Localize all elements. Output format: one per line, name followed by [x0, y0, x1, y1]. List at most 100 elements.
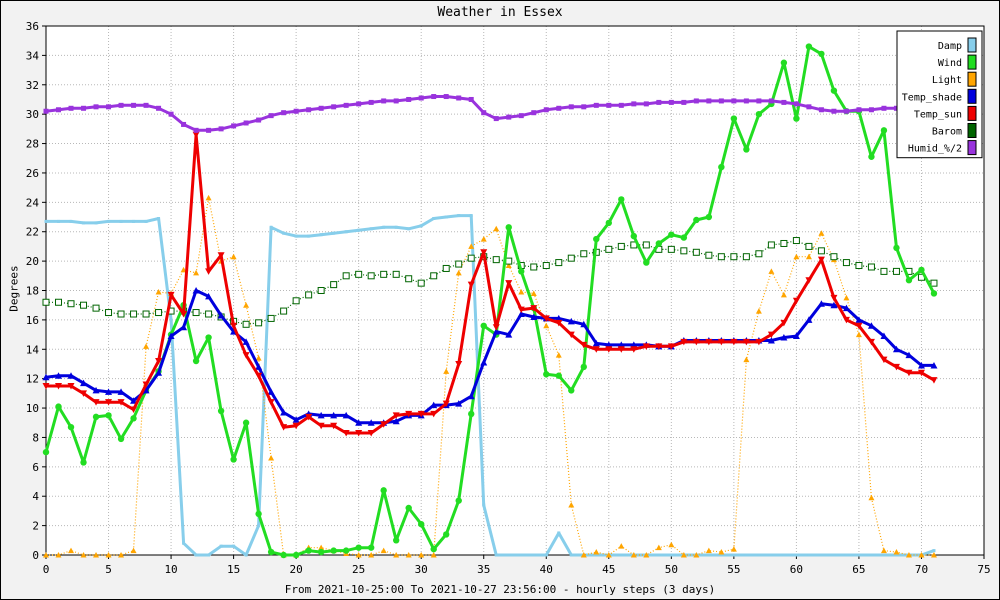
data-point	[480, 236, 487, 242]
data-point	[355, 430, 363, 437]
data-point	[455, 360, 463, 368]
data-point	[755, 338, 763, 346]
data-point	[656, 99, 662, 105]
data-point	[532, 553, 536, 557]
data-point	[105, 412, 112, 419]
data-point	[718, 163, 725, 171]
data-point	[105, 309, 113, 317]
data-point	[355, 552, 362, 558]
data-point	[593, 549, 600, 555]
x-tick-label: 70	[915, 563, 928, 576]
data-point	[668, 99, 674, 105]
data-point	[581, 104, 587, 110]
data-point	[518, 113, 524, 119]
data-point	[355, 419, 363, 426]
data-point	[392, 417, 400, 425]
data-point	[430, 272, 438, 280]
data-point	[630, 341, 638, 348]
data-point	[55, 552, 62, 558]
data-point	[792, 332, 800, 340]
data-point	[755, 250, 763, 258]
data-point	[755, 308, 762, 314]
data-point	[318, 105, 324, 111]
data-point	[68, 105, 74, 111]
data-point	[482, 503, 486, 507]
data-point	[42, 298, 50, 306]
data-point	[105, 388, 113, 395]
data-point	[55, 403, 62, 410]
data-point	[805, 316, 813, 323]
data-point	[442, 264, 450, 272]
data-point	[893, 105, 899, 111]
data-point	[857, 553, 861, 557]
data-point	[367, 272, 375, 280]
data-point	[43, 552, 49, 558]
y-tick-label: 26	[26, 167, 39, 180]
data-point	[732, 553, 736, 557]
data-point	[730, 546, 737, 552]
series-line	[46, 133, 935, 435]
legend-swatch	[967, 54, 977, 70]
data-point	[643, 259, 650, 266]
data-point	[755, 110, 763, 118]
data-point	[730, 338, 738, 346]
data-point	[494, 553, 498, 557]
legend-swatch	[967, 71, 977, 87]
data-point	[418, 95, 424, 101]
data-point	[343, 102, 349, 108]
data-point	[580, 552, 587, 558]
data-point	[80, 390, 88, 397]
data-point	[194, 553, 198, 557]
data-point	[905, 351, 913, 359]
data-point	[155, 358, 163, 365]
data-point	[805, 277, 813, 284]
data-point	[67, 372, 75, 379]
data-point	[292, 416, 300, 423]
data-point	[155, 288, 162, 295]
data-point	[367, 544, 375, 551]
data-point	[305, 413, 313, 421]
data-point	[492, 328, 500, 335]
data-point	[68, 547, 75, 554]
data-point	[905, 277, 913, 284]
data-point	[894, 553, 898, 557]
data-point	[430, 401, 438, 409]
data-point	[430, 552, 437, 558]
data-point	[855, 316, 863, 323]
data-point	[742, 253, 750, 261]
data-point	[456, 95, 462, 101]
data-point	[457, 214, 461, 218]
y-tick-label: 6	[32, 461, 39, 474]
data-point	[232, 544, 236, 548]
data-point	[318, 544, 325, 551]
data-point	[767, 331, 775, 339]
data-point	[882, 553, 886, 557]
data-point	[130, 310, 138, 318]
data-point	[394, 225, 398, 229]
y-tick-label: 34	[26, 49, 40, 62]
data-point	[255, 372, 263, 380]
data-point	[692, 338, 700, 346]
data-point	[780, 239, 788, 247]
legend-swatch	[967, 123, 977, 138]
data-point	[780, 334, 788, 341]
data-point	[367, 430, 375, 437]
data-point	[917, 369, 925, 377]
data-point	[130, 397, 138, 404]
data-point	[55, 383, 63, 390]
data-point	[244, 553, 248, 557]
data-point	[80, 301, 88, 309]
data-point	[305, 547, 312, 554]
data-point	[432, 216, 436, 220]
data-point	[407, 227, 411, 231]
data-point	[767, 241, 775, 249]
data-point	[505, 224, 512, 231]
data-point	[605, 341, 613, 348]
data-point	[144, 219, 148, 223]
data-point	[256, 117, 262, 123]
y-tick-label: 2	[32, 520, 39, 533]
data-point	[880, 127, 888, 134]
data-point	[932, 549, 936, 553]
x-tick-label: 35	[477, 563, 490, 576]
